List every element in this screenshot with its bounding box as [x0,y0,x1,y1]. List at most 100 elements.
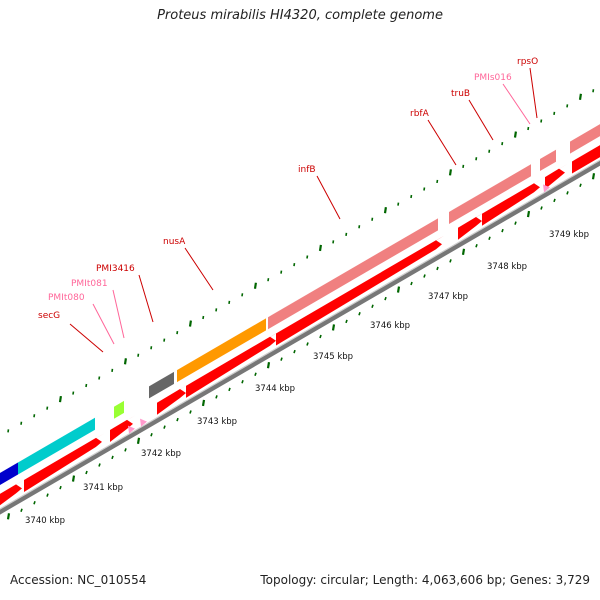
gene-leader-PMIt081 [112,289,125,339]
gene-lime-bevel [114,398,128,407]
scale-tick [526,210,531,218]
scale-label: 3745 kbp [313,352,353,362]
gene-label-PMIt080: PMIt080 [48,293,85,303]
upper-tick [383,207,387,214]
accession-text: Accession: NC_010554 [10,573,147,587]
gene-blue-bevel [0,460,22,474]
upper-tick [123,358,127,365]
gene-label-rbfA: rbfA [410,109,430,119]
gene-pink-rpsO [540,149,556,172]
scale-tick [449,259,452,263]
scale-label: 3749 kbp [549,230,589,240]
scale-label: 3743 kbp [197,417,237,427]
gene-label-secG: secG [38,311,60,321]
gene-red-6-bevel [276,235,444,334]
gene-orange-bevel [177,315,270,371]
scale-tick [201,399,206,407]
gene-lime [114,400,124,419]
scale-tick [436,266,439,271]
gene-red-4 [157,389,186,415]
trna-marker-3 [543,184,550,193]
scale-tick [475,244,478,248]
gene-gray [149,371,174,399]
genome-title: Proteus mirabilis HI4320, complete genom… [157,8,443,23]
gene-leader-truB [468,99,494,141]
gene-red-4-bevel [157,384,188,403]
scale-tick [540,206,543,210]
scale-tick [241,380,244,384]
scale-tick [189,410,192,414]
scale-tick [71,475,76,482]
gene-pink-infB-bevel [268,215,442,318]
scale-tick [371,304,374,308]
gene-leader-rpsO [529,67,538,119]
scale-tick [150,432,153,437]
scale-tick [306,342,309,346]
scale-tick [136,437,141,444]
gene-red-10 [572,145,600,174]
gene-leader-rbfA [427,119,457,166]
scale-tick [98,463,101,467]
gene-label-PMI3416: PMI3416 [96,264,135,274]
scale-tick [566,191,569,195]
gene-pink-rpsO-bevel [540,147,560,160]
scale-label: 3747 kbp [428,292,468,302]
gene-label-nusA: nusA [163,237,186,247]
scale-tick [266,362,271,369]
genome-backbone [0,160,600,515]
scale-tick [85,470,88,475]
gene-cyan [18,417,95,475]
gene-red-8-bevel [482,178,542,214]
scale-tick [319,334,322,339]
gene-cyan-bevel [18,415,99,463]
scale-tick [215,395,218,399]
scale-label: 3744 kbp [255,384,295,394]
gene-red-5 [186,336,276,398]
scale-tick [111,455,114,460]
gene-label-rpsO: rpsO [517,57,538,67]
gene-gray-bevel [149,369,178,387]
gene-leader-PMIs016 [502,83,531,125]
scale-tick [33,500,36,505]
scale-label: 3741 kbp [83,483,123,493]
gene-red-5-bevel [186,332,278,386]
gene-pink-rbfA-bevel [449,161,535,212]
scale-tick [396,286,401,293]
scale-tick [514,221,517,225]
trna-marker-1 [128,425,135,434]
gene-blue [0,462,18,486]
scale-tick [345,319,348,324]
upper-tick [578,93,582,100]
gene-red-1 [0,484,22,506]
scale-tick [461,248,466,256]
scale-tick [579,183,582,188]
upper-tick [318,244,322,252]
gene-label-infB: infB [298,165,316,175]
gene-leader-PMIt080 [92,303,115,345]
gene-red-3-bevel [110,415,135,431]
scale-tick [6,513,11,520]
gene-leader-infB [316,175,341,220]
scale-label: 3748 kbp [487,262,527,272]
gene-label-PMIs016: PMIs016 [474,73,512,83]
gene-red-10-bevel [572,145,600,162]
trna-marker-2 [140,418,147,427]
gene-red-3 [110,419,133,443]
gene-red-2 [24,437,102,493]
upper-tick [253,282,257,289]
scale-tick [228,387,231,392]
scale-tick [384,296,387,301]
gene-pink-next-bevel [570,124,600,142]
upper-tick [188,320,192,327]
scale-tick [59,485,62,490]
upper-tick [513,131,517,138]
gene-red-6 [276,240,442,346]
gene-red-1-bevel [0,479,24,495]
scale-tick [293,349,296,354]
gene-orange [177,318,266,383]
scale-tick [423,274,426,278]
gene-pink-rbfA [449,164,531,224]
genome-backbone-highlight [0,159,600,510]
scale-tick [358,312,361,316]
